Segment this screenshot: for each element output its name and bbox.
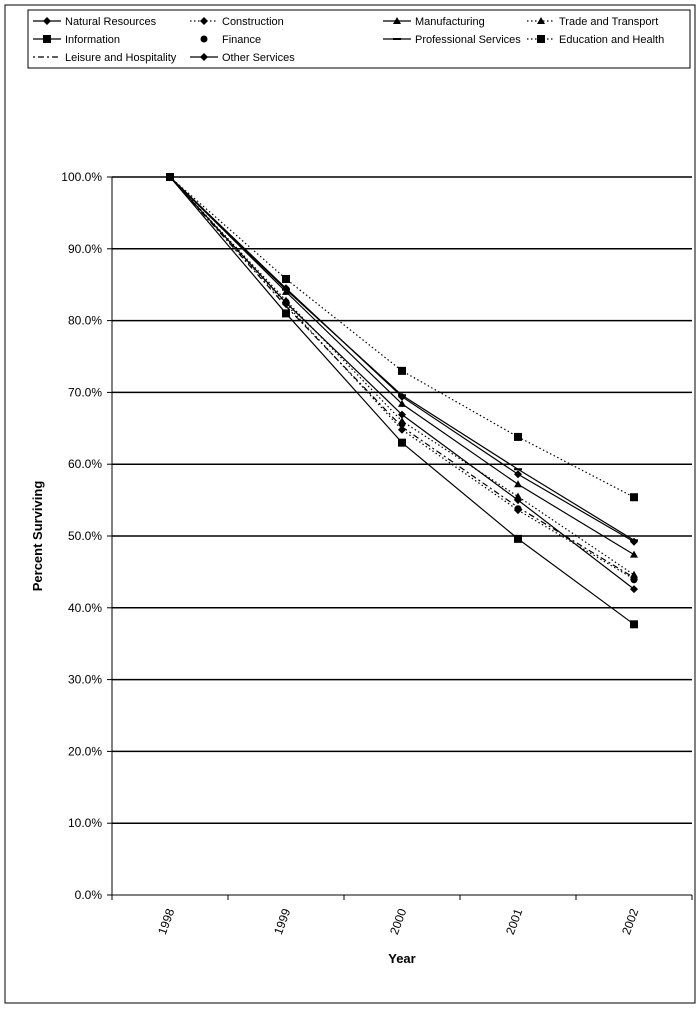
legend-label: Other Services <box>222 52 295 64</box>
square-marker <box>398 366 406 375</box>
legend-label: Education and Health <box>559 34 664 46</box>
series-line <box>169 176 635 579</box>
series-line <box>169 176 635 541</box>
triangle-marker <box>630 570 638 578</box>
series-line <box>169 176 635 580</box>
y-tick-label: 90.0% <box>68 242 102 256</box>
dash-marker <box>393 38 401 40</box>
square-marker <box>630 620 638 629</box>
legend-label: Leisure and Hospitality <box>65 52 177 64</box>
circle-marker <box>398 420 406 428</box>
diamond-marker <box>166 173 174 181</box>
legend-label: Information <box>65 34 120 46</box>
diamond-marker <box>398 392 406 401</box>
triangle-marker <box>514 492 522 500</box>
square-marker <box>537 35 545 43</box>
y-tick-label: 60.0% <box>68 457 102 471</box>
x-tick-label: 2001 <box>503 906 525 936</box>
legend-item: Professional Services <box>383 34 521 46</box>
triangle-marker <box>393 17 401 24</box>
legend-item: Education and Health <box>527 34 664 46</box>
legend-item: Natural Resources <box>33 16 157 28</box>
square-marker <box>398 438 406 447</box>
x-tick-label: 2002 <box>619 906 641 936</box>
legend-item: Information <box>33 34 120 46</box>
legend-label: Manufacturing <box>415 16 485 28</box>
diamond-marker <box>630 585 638 594</box>
y-tick-label: 10.0% <box>68 816 102 830</box>
legend-item: Finance <box>200 34 261 46</box>
legend-item: Trade and Transport <box>527 16 658 28</box>
y-axis-title: Percent Surviving <box>30 481 45 592</box>
series-education-and-health <box>166 173 638 502</box>
y-tick-label: 0.0% <box>75 888 103 902</box>
chart-frame <box>4 4 696 1004</box>
legend-item: Leisure and Hospitality <box>33 52 177 64</box>
legend-item: Other Services <box>190 52 295 64</box>
diamond-marker <box>282 284 290 293</box>
square-marker <box>514 432 522 441</box>
legend-label: Professional Services <box>415 34 521 46</box>
series-leisure-and-hospitality <box>169 176 635 579</box>
diamond-marker <box>43 17 51 25</box>
dash-marker <box>514 468 522 471</box>
y-tick-label: 50.0% <box>68 529 102 543</box>
series-line <box>169 176 635 576</box>
triangle-marker <box>630 550 638 558</box>
triangle-marker <box>398 399 406 407</box>
x-tick-label: 2000 <box>387 906 409 936</box>
legend-label: Construction <box>222 16 284 28</box>
legend-label: Finance <box>222 34 261 46</box>
y-tick-label: 70.0% <box>68 385 102 399</box>
x-axis-title: Year <box>388 951 415 966</box>
diamond-marker <box>200 17 208 25</box>
diamond-marker <box>630 537 638 546</box>
y-tick-label: 100.0% <box>61 170 102 184</box>
legend-box <box>27 9 691 69</box>
square-marker <box>282 274 290 283</box>
square-marker <box>282 309 290 318</box>
y-tick-label: 40.0% <box>68 601 102 615</box>
series-other-services <box>166 173 638 546</box>
circle-marker <box>200 35 208 43</box>
square-marker <box>630 493 638 502</box>
y-tick-label: 20.0% <box>68 744 102 758</box>
series-line <box>169 176 635 498</box>
series-trade-and-transport <box>166 173 638 578</box>
triangle-marker <box>514 480 522 488</box>
legend-item: Manufacturing <box>383 16 485 28</box>
series-professional-services <box>166 176 638 542</box>
series-construction <box>166 173 638 584</box>
series-finance <box>166 173 638 584</box>
diamond-marker <box>200 53 208 61</box>
diamond-marker <box>398 410 406 419</box>
square-marker <box>514 534 522 543</box>
series-line <box>169 176 635 543</box>
circle-marker <box>514 505 522 513</box>
y-tick-label: 80.0% <box>68 314 102 328</box>
triangle-marker <box>537 17 545 24</box>
y-tick-label: 30.0% <box>68 673 102 687</box>
x-tick-label: 1999 <box>271 906 293 936</box>
legend-item: Construction <box>190 16 284 28</box>
legend-label: Trade and Transport <box>559 16 658 28</box>
legend-label: Natural Resources <box>65 16 157 28</box>
circle-marker <box>630 576 638 584</box>
x-tick-label: 1998 <box>155 906 177 936</box>
diamond-marker <box>514 470 522 479</box>
square-marker <box>43 35 51 43</box>
circle-marker <box>282 298 290 306</box>
